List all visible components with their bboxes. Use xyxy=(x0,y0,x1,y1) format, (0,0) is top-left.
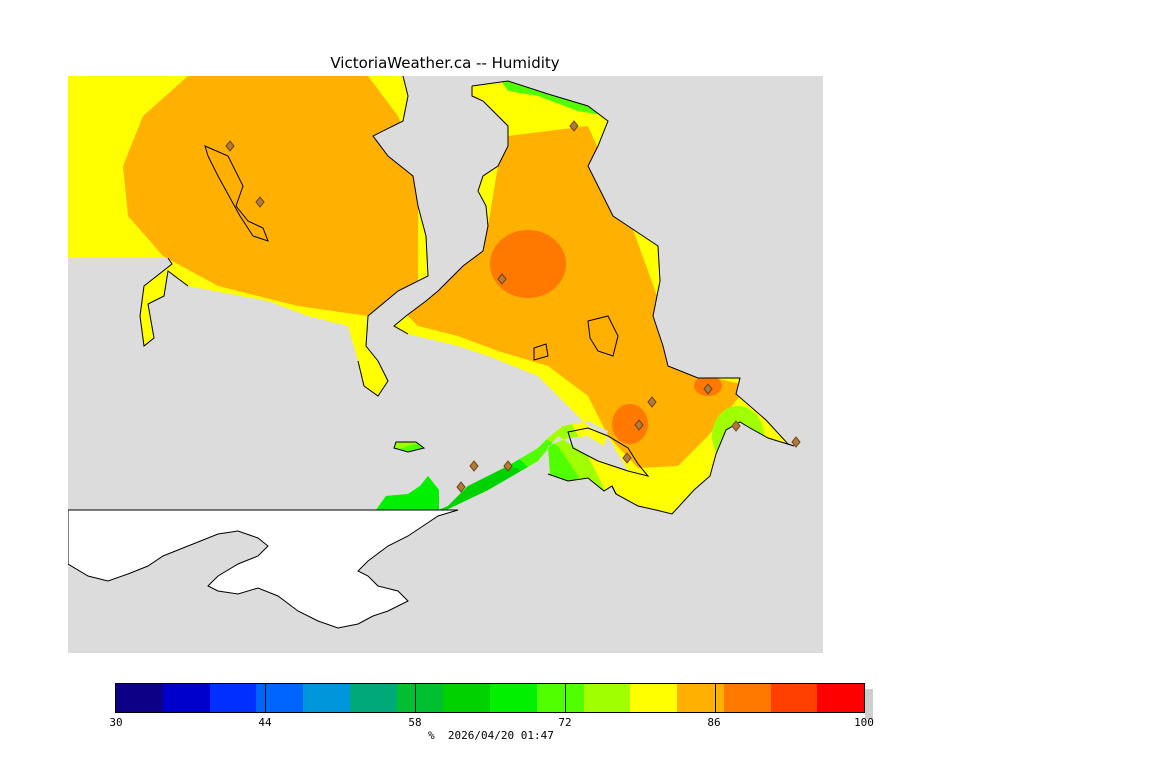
legend-timestamp: 2026/04/20 01:47 xyxy=(447,729,554,742)
legend-color-segment xyxy=(303,684,350,712)
legend-tick-label: 100 xyxy=(854,716,874,729)
legend-color-segment xyxy=(536,684,584,712)
legend-color-segment xyxy=(723,684,771,712)
legend-tick-mark xyxy=(565,683,566,713)
humidity-map[interactable] xyxy=(68,76,823,653)
station-marker[interactable] xyxy=(255,196,265,208)
legend-tick-mark xyxy=(715,683,716,713)
legend-color-segment xyxy=(443,684,490,712)
legend-color-segment xyxy=(256,684,303,712)
legend-tick-label: 86 xyxy=(707,716,721,729)
legend-tick-label: 58 xyxy=(408,716,422,729)
station-marker[interactable] xyxy=(634,419,644,431)
station-marker[interactable] xyxy=(456,481,466,493)
station-marker[interactable] xyxy=(791,436,801,448)
legend-color-segment xyxy=(396,684,444,712)
legend-color-segment xyxy=(490,684,537,712)
station-markers xyxy=(225,120,801,493)
legend-caption: % 2026/04/20 01:47 xyxy=(428,729,554,742)
legend-tick-label: 30 xyxy=(109,716,123,729)
legend-tick-label: 72 xyxy=(558,716,572,729)
coastlines xyxy=(139,76,795,515)
legend-color-segment xyxy=(209,684,257,712)
humidity-legend xyxy=(115,683,873,719)
humidity-map-svg xyxy=(68,76,801,629)
legend-color-bar xyxy=(115,683,865,713)
map-title: VictoriaWeather.ca -- Humidity xyxy=(0,54,890,72)
map-title-text: VictoriaWeather.ca -- Humidity xyxy=(330,54,560,72)
legend-color-segment xyxy=(677,684,724,712)
humidity-contours xyxy=(68,76,794,514)
legend-unit: % xyxy=(428,729,435,742)
station-marker[interactable] xyxy=(503,460,513,472)
legend-tick-mark xyxy=(265,683,266,713)
legend-color-segment xyxy=(817,684,864,712)
station-marker[interactable] xyxy=(225,140,235,152)
legend-tick-label: 44 xyxy=(258,716,272,729)
legend-shadow xyxy=(865,689,873,719)
legend-color-segment xyxy=(116,684,163,712)
station-marker[interactable] xyxy=(469,460,479,472)
legend-color-segment xyxy=(583,684,631,712)
legend-color-segment xyxy=(770,684,818,712)
station-marker[interactable] xyxy=(569,120,579,132)
legend-color-segment xyxy=(349,684,397,712)
station-marker[interactable] xyxy=(622,452,632,464)
legend-color-segment xyxy=(630,684,677,712)
station-marker[interactable] xyxy=(703,383,713,395)
station-marker[interactable] xyxy=(731,420,741,432)
legend-color-segment xyxy=(162,684,210,712)
station-marker[interactable] xyxy=(647,396,657,408)
station-marker[interactable] xyxy=(497,273,507,285)
legend-tick-mark xyxy=(415,683,416,713)
